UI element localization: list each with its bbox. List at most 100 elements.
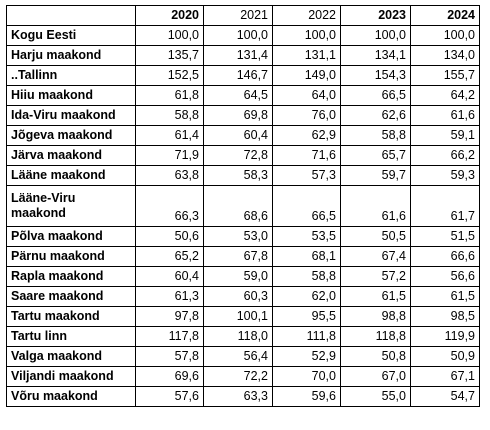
row-label: Tartu linn [6, 326, 136, 347]
value-cell: 61,4 [135, 125, 204, 146]
table-row: Põlva maakond 50,6 53,0 53,5 50,5 51,5 [6, 226, 480, 247]
value-cell: 60,3 [203, 286, 273, 307]
value-cell: 61,5 [340, 286, 411, 307]
value-cell: 50,6 [135, 226, 204, 247]
row-label: Ida-Viru maakond [6, 105, 136, 126]
value-cell: 65,2 [135, 246, 204, 267]
row-label: Valga maakond [6, 346, 136, 367]
header-cell: 2022 [272, 5, 341, 26]
table-row: Tartu linn 117,8 118,0 111,8 118,8 119,9 [6, 326, 480, 347]
value-cell: 131,1 [272, 45, 341, 66]
header-row: 2020 2021 2022 2023 2024 [6, 5, 480, 26]
row-label: Saare maakond [6, 286, 136, 307]
value-cell: 152,5 [135, 65, 204, 86]
value-cell: 70,0 [272, 366, 341, 387]
value-cell: 61,5 [410, 286, 480, 307]
value-cell: 59,1 [410, 125, 480, 146]
value-cell: 58,3 [203, 165, 273, 186]
table-row: Ida-Viru maakond 58,8 69,8 76,0 62,6 61,6 [6, 105, 480, 126]
row-label: Viljandi maakond [6, 366, 136, 387]
value-cell: 61,8 [135, 85, 204, 106]
row-label: Jõgeva maakond [6, 125, 136, 146]
value-cell: 59,7 [340, 165, 411, 186]
value-cell: 118,8 [340, 326, 411, 347]
value-cell: 66,3 [135, 185, 204, 227]
value-cell: 57,8 [135, 346, 204, 367]
value-cell: 67,0 [340, 366, 411, 387]
value-cell: 59,3 [410, 165, 480, 186]
value-cell: 50,5 [340, 226, 411, 247]
value-cell: 134,1 [340, 45, 411, 66]
table-row: Harju maakond 135,7 131,4 131,1 134,1 134,0 [6, 45, 480, 66]
header-cell: 2024 [410, 5, 480, 26]
corner-cell [6, 5, 136, 26]
value-cell: 60,4 [135, 266, 204, 287]
table-row: Kogu Eesti 100,0 100,0 100,0 100,0 100,0 [6, 25, 480, 46]
value-cell: 69,6 [135, 366, 204, 387]
table-row: Viljandi maakond 69,6 72,2 70,0 67,0 67,1 [6, 366, 480, 387]
value-cell: 100,0 [135, 25, 204, 46]
value-cell: 131,4 [203, 45, 273, 66]
value-cell: 63,8 [135, 165, 204, 186]
row-label: Hiiu maakond [6, 85, 136, 106]
table-wrap: 2020 2021 2022 2023 2024 Kogu Eesti 100,0 100,… [6, 5, 480, 407]
value-cell: 60,4 [203, 125, 273, 146]
value-cell: 58,8 [272, 266, 341, 287]
value-cell: 67,1 [410, 366, 480, 387]
value-cell: 58,8 [340, 125, 411, 146]
value-cell: 98,8 [340, 306, 411, 327]
value-cell: 54,7 [410, 386, 480, 407]
value-cell: 61,7 [410, 185, 480, 227]
table-row: Pärnu maakond 65,2 67,8 68,1 67,4 66,6 [6, 246, 480, 267]
table-row: Valga maakond 57,8 56,4 52,9 50,8 50,9 [6, 346, 480, 367]
table-row: Järva maakond 71,9 72,8 71,6 65,7 66,2 [6, 145, 480, 166]
row-label: Lääne maakond [6, 165, 136, 186]
value-cell: 66,5 [272, 185, 341, 227]
value-cell: 56,6 [410, 266, 480, 287]
value-cell: 64,5 [203, 85, 273, 106]
value-cell: 117,8 [135, 326, 204, 347]
value-cell: 69,8 [203, 105, 273, 126]
value-cell: 149,0 [272, 65, 341, 86]
table-row: Tartu maakond 97,8 100,1 95,5 98,8 98,5 [6, 306, 480, 327]
header-cell: 2021 [203, 5, 273, 26]
row-label: Rapla maakond [6, 266, 136, 287]
value-cell: 62,6 [340, 105, 411, 126]
value-cell: 64,2 [410, 85, 480, 106]
value-cell: 57,6 [135, 386, 204, 407]
value-cell: 57,3 [272, 165, 341, 186]
value-cell: 67,4 [340, 246, 411, 267]
value-cell: 67,8 [203, 246, 273, 267]
value-cell: 56,4 [203, 346, 273, 367]
value-cell: 62,9 [272, 125, 341, 146]
value-cell: 155,7 [410, 65, 480, 86]
table-row: Hiiu maakond 61,8 64,5 64,0 66,5 64,2 [6, 85, 480, 106]
table-row: Lääne maakond 63,8 58,3 57,3 59,7 59,3 [6, 165, 480, 186]
table-row: ..Tallinn 152,5 146,7 149,0 154,3 155,7 [6, 65, 480, 86]
value-cell: 61,3 [135, 286, 204, 307]
value-cell: 71,6 [272, 145, 341, 166]
value-cell: 59,6 [272, 386, 341, 407]
row-label: Harju maakond [6, 45, 136, 66]
value-cell: 98,5 [410, 306, 480, 327]
value-cell: 76,0 [272, 105, 341, 126]
value-cell: 63,3 [203, 386, 273, 407]
value-cell: 118,0 [203, 326, 273, 347]
value-cell: 95,5 [272, 306, 341, 327]
value-cell: 100,0 [272, 25, 341, 46]
value-cell: 72,2 [203, 366, 273, 387]
row-label: Võru maakond [6, 386, 136, 407]
value-cell: 52,9 [272, 346, 341, 367]
table-row: Võru maakond 57,6 63,3 59,6 55,0 54,7 [6, 386, 480, 407]
value-cell: 50,8 [340, 346, 411, 367]
value-cell: 100,0 [203, 25, 273, 46]
value-cell: 51,5 [410, 226, 480, 247]
value-cell: 146,7 [203, 65, 273, 86]
table-row: Jõgeva maakond 61,4 60,4 62,9 58,8 59,1 [6, 125, 480, 146]
value-cell: 100,1 [203, 306, 273, 327]
value-cell: 53,5 [272, 226, 341, 247]
value-cell: 57,2 [340, 266, 411, 287]
row-label: Järva maakond [6, 145, 136, 166]
value-cell: 50,9 [410, 346, 480, 367]
